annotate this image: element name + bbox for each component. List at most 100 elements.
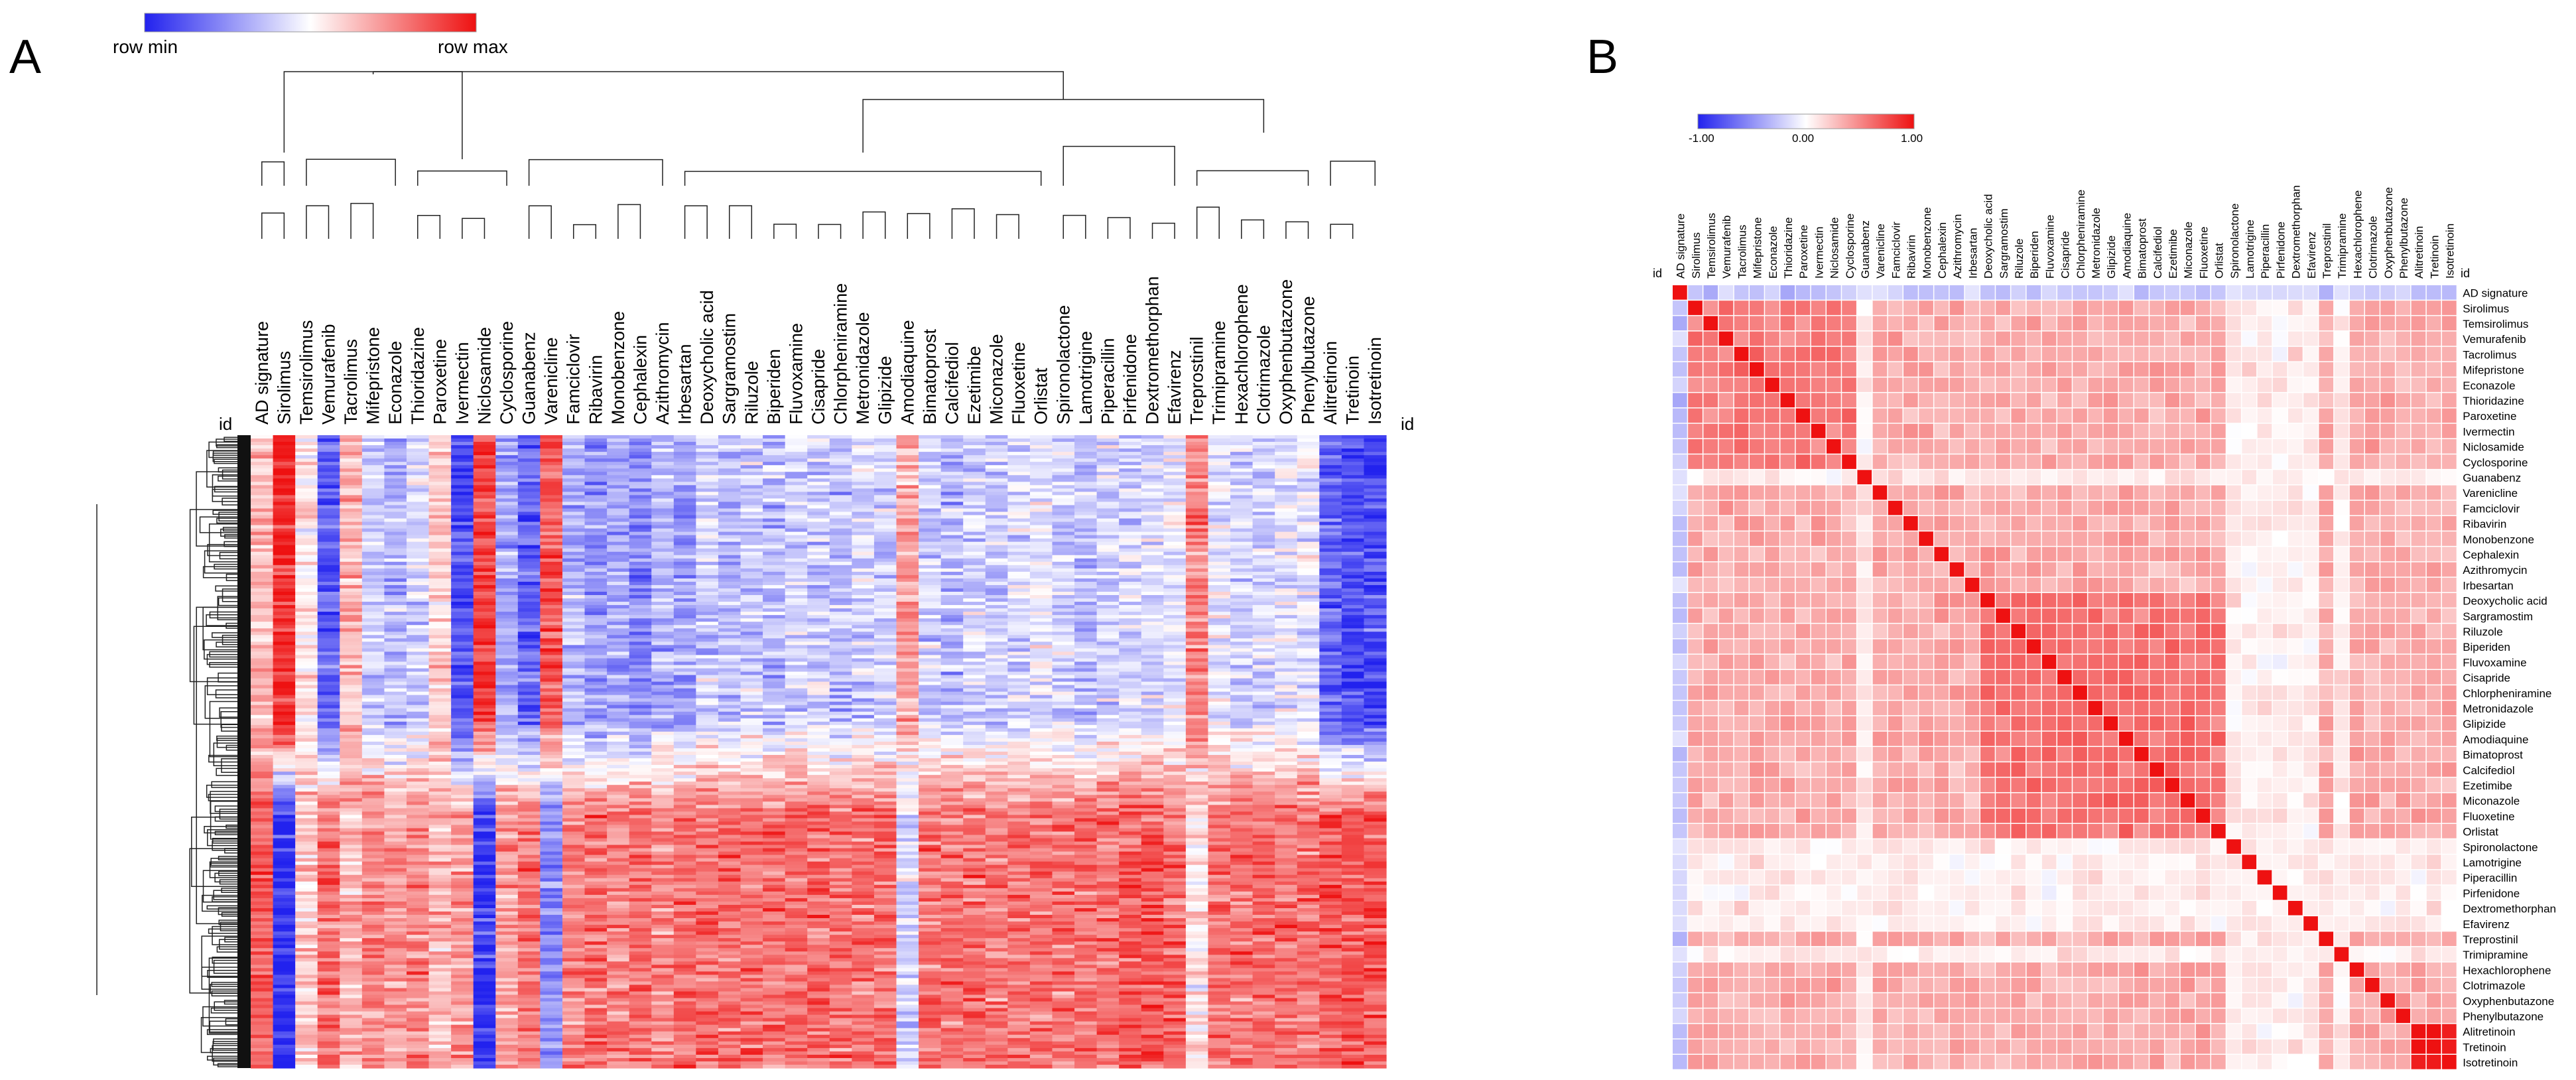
- heatmap-a-cell: [852, 605, 875, 609]
- heatmap-a-cell: [406, 482, 430, 486]
- heatmap-a-cell: [940, 584, 964, 589]
- heatmap-a-cell: [251, 641, 274, 645]
- heatmap-a-cell: [718, 465, 741, 469]
- heatmap-a-cell: [629, 718, 652, 722]
- heatmap-a-cell: [340, 448, 363, 452]
- heatmap-a-cell: [829, 462, 852, 466]
- heatmap-a-cell: [718, 452, 741, 456]
- heatmap-a-cell: [1007, 548, 1031, 553]
- column-dendrogram-branch: [417, 170, 507, 186]
- heatmap-a-cell: [428, 618, 452, 622]
- row-dendrogram-branch: [224, 937, 237, 943]
- heatmap-a-cell: [963, 734, 986, 739]
- heatmap-a-cell: [1252, 691, 1275, 696]
- heatmap-a-cell: [451, 551, 474, 556]
- heatmap-a-cell: [673, 561, 696, 566]
- heatmap-a-cell: [495, 521, 519, 526]
- heatmap-a-cell: [1119, 439, 1142, 442]
- heatmap-a-cell: [584, 472, 608, 476]
- heatmap-a-cell: [584, 521, 608, 526]
- heatmap-a-cell: [251, 645, 274, 649]
- heatmap-a-cell: [406, 605, 430, 609]
- heatmap-a-cell: [1141, 541, 1164, 546]
- heatmap-a-cell: [807, 741, 830, 746]
- heatmap-a-cell: [584, 535, 608, 539]
- heatmap-a-cell: [696, 535, 719, 539]
- heatmap-a-cell: [1141, 561, 1164, 566]
- heatmap-a-cell: [1163, 508, 1187, 513]
- heatmap-a-cell: [963, 721, 986, 726]
- heatmap-a-cell: [1052, 724, 1075, 729]
- heatmap-a-cell: [1029, 711, 1053, 716]
- heatmap-a-cell: [763, 685, 786, 689]
- heatmap-a-cell: [495, 445, 519, 449]
- heatmap-a-cell: [940, 598, 964, 602]
- heatmap-a-cell: [384, 688, 407, 693]
- heatmap-a-cell: [406, 465, 430, 469]
- heatmap-a-cell: [384, 708, 407, 712]
- heatmap-a-cell: [807, 455, 830, 459]
- heatmap-a-cell: [1275, 681, 1298, 686]
- row-dendrogram-branch: [206, 653, 237, 665]
- heatmap-a-cell: [1007, 458, 1031, 462]
- heatmap-a-cell: [1208, 734, 1231, 739]
- heatmap-a-cell: [896, 445, 919, 449]
- heatmap-a-cell: [1141, 675, 1164, 679]
- heatmap-a-cell: [1096, 442, 1120, 446]
- heatmap-a-cell: [629, 688, 652, 693]
- heatmap-a-cell: [696, 584, 719, 589]
- heatmap-a-cell: [1096, 691, 1120, 696]
- heatmap-a-cell: [384, 602, 407, 606]
- heatmap-a-cell: [919, 708, 942, 712]
- heatmap-a-cell: [1029, 515, 1053, 519]
- heatmap-a-cell: [785, 665, 808, 669]
- heatmap-a-cell: [1208, 521, 1231, 526]
- heatmap-a-cell: [651, 618, 675, 622]
- heatmap-a-cell: [629, 468, 652, 472]
- heatmap-a-cell: [1141, 571, 1164, 576]
- heatmap-a-cell: [584, 448, 608, 452]
- heatmap-a-cell: [495, 485, 519, 489]
- heatmap-a-cell: [1275, 602, 1298, 606]
- heatmap-a-cell: [740, 645, 763, 649]
- heatmap-a-cell: [1163, 681, 1187, 686]
- heatmap-a-cell: [807, 445, 830, 449]
- heatmap-a-cell: [718, 492, 741, 496]
- heatmap-a-cell: [696, 485, 719, 489]
- heatmap-a-cell: [1275, 685, 1298, 689]
- heatmap-a-cell: [1252, 731, 1275, 736]
- heatmap-a-cell: [607, 728, 630, 732]
- heatmap-a-cell: [495, 698, 519, 703]
- heatmap-a-cell: [963, 695, 986, 699]
- row-dendrogram-branch: [212, 957, 237, 964]
- heatmap-a-cell: [517, 498, 541, 503]
- heatmap-a-cell: [629, 671, 652, 676]
- heatmap-a-cell: [428, 665, 452, 669]
- heatmap-a-cell: [495, 475, 519, 479]
- heatmap-a-cell: [651, 478, 675, 482]
- row-dendrogram-branch: [214, 816, 237, 822]
- heatmap-a-cell: [495, 632, 519, 636]
- heatmap-a-cell: [763, 661, 786, 666]
- heatmap-a-cell: [317, 545, 340, 549]
- heatmap-a-cell: [651, 515, 675, 519]
- heatmap-a-cell: [940, 628, 964, 632]
- heatmap-a-cell: [696, 442, 719, 446]
- heatmap-a-cell: [1141, 661, 1164, 666]
- heatmap-a-cell: [919, 445, 942, 449]
- heatmap-a-cell: [1252, 535, 1275, 539]
- heatmap-a-cell: [940, 681, 964, 686]
- heatmap-a-cell: [1052, 574, 1075, 579]
- heatmap-a-cell: [985, 518, 1008, 523]
- heatmap-a-cell: [1297, 678, 1320, 683]
- heatmap-a-cell: [406, 455, 430, 459]
- heatmap-a-cell: [1029, 458, 1053, 462]
- heatmap-a-cell: [696, 678, 719, 683]
- row-dendrogram-branch: [212, 838, 237, 844]
- heatmap-a-cell: [1275, 595, 1298, 599]
- heatmap-a-cell: [607, 478, 630, 482]
- heatmap-a-cell: [607, 515, 630, 519]
- heatmap-a-cell: [629, 645, 652, 649]
- heatmap-a-cell: [919, 495, 942, 499]
- heatmap-a-cell: [985, 515, 1008, 519]
